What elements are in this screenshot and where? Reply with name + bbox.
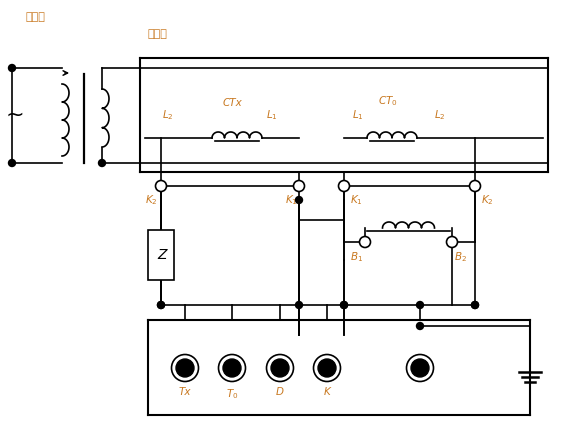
Text: $K_2$: $K_2$ [145, 193, 157, 207]
Text: ~: ~ [6, 105, 24, 125]
Text: K: K [324, 387, 331, 397]
Text: $B_1$: $B_1$ [350, 250, 364, 264]
Circle shape [360, 236, 370, 247]
Circle shape [219, 354, 245, 382]
Circle shape [416, 323, 424, 329]
Circle shape [446, 236, 457, 247]
Circle shape [9, 159, 15, 167]
Circle shape [223, 359, 241, 377]
Text: $L_2$: $L_2$ [162, 108, 174, 122]
Text: $B_2$: $B_2$ [453, 250, 466, 264]
Circle shape [471, 301, 478, 309]
Circle shape [416, 301, 424, 309]
Circle shape [470, 181, 481, 192]
Circle shape [295, 196, 303, 204]
Circle shape [157, 301, 165, 309]
Text: 调压器: 调压器 [25, 12, 45, 22]
Circle shape [340, 301, 348, 309]
Circle shape [172, 354, 198, 382]
Circle shape [156, 181, 166, 192]
Text: $L_1$: $L_1$ [266, 108, 278, 122]
Circle shape [314, 354, 340, 382]
Circle shape [339, 181, 349, 192]
Circle shape [411, 359, 429, 377]
Text: $K_1$: $K_1$ [350, 193, 362, 207]
Text: CTx: CTx [222, 98, 242, 108]
Circle shape [176, 359, 194, 377]
Text: $K_2$: $K_2$ [481, 193, 494, 207]
Text: D: D [276, 387, 284, 397]
Circle shape [318, 359, 336, 377]
Bar [148, 230, 174, 280]
Text: $K_1$: $K_1$ [285, 193, 298, 207]
Text: $T_0$: $T_0$ [225, 387, 238, 401]
Circle shape [266, 354, 294, 382]
Text: $L_1$: $L_1$ [352, 108, 364, 122]
Circle shape [98, 159, 106, 167]
Text: Tx: Tx [179, 387, 191, 397]
Circle shape [271, 359, 289, 377]
Circle shape [294, 181, 304, 192]
Circle shape [407, 354, 433, 382]
Circle shape [340, 301, 348, 309]
Text: Z: Z [157, 248, 167, 262]
Text: $L_2$: $L_2$ [434, 108, 446, 122]
Circle shape [471, 301, 478, 309]
Circle shape [295, 301, 303, 309]
Circle shape [157, 301, 165, 309]
Circle shape [9, 65, 15, 71]
Text: $CT_0$: $CT_0$ [378, 94, 398, 108]
Text: 升流器: 升流器 [148, 29, 168, 39]
